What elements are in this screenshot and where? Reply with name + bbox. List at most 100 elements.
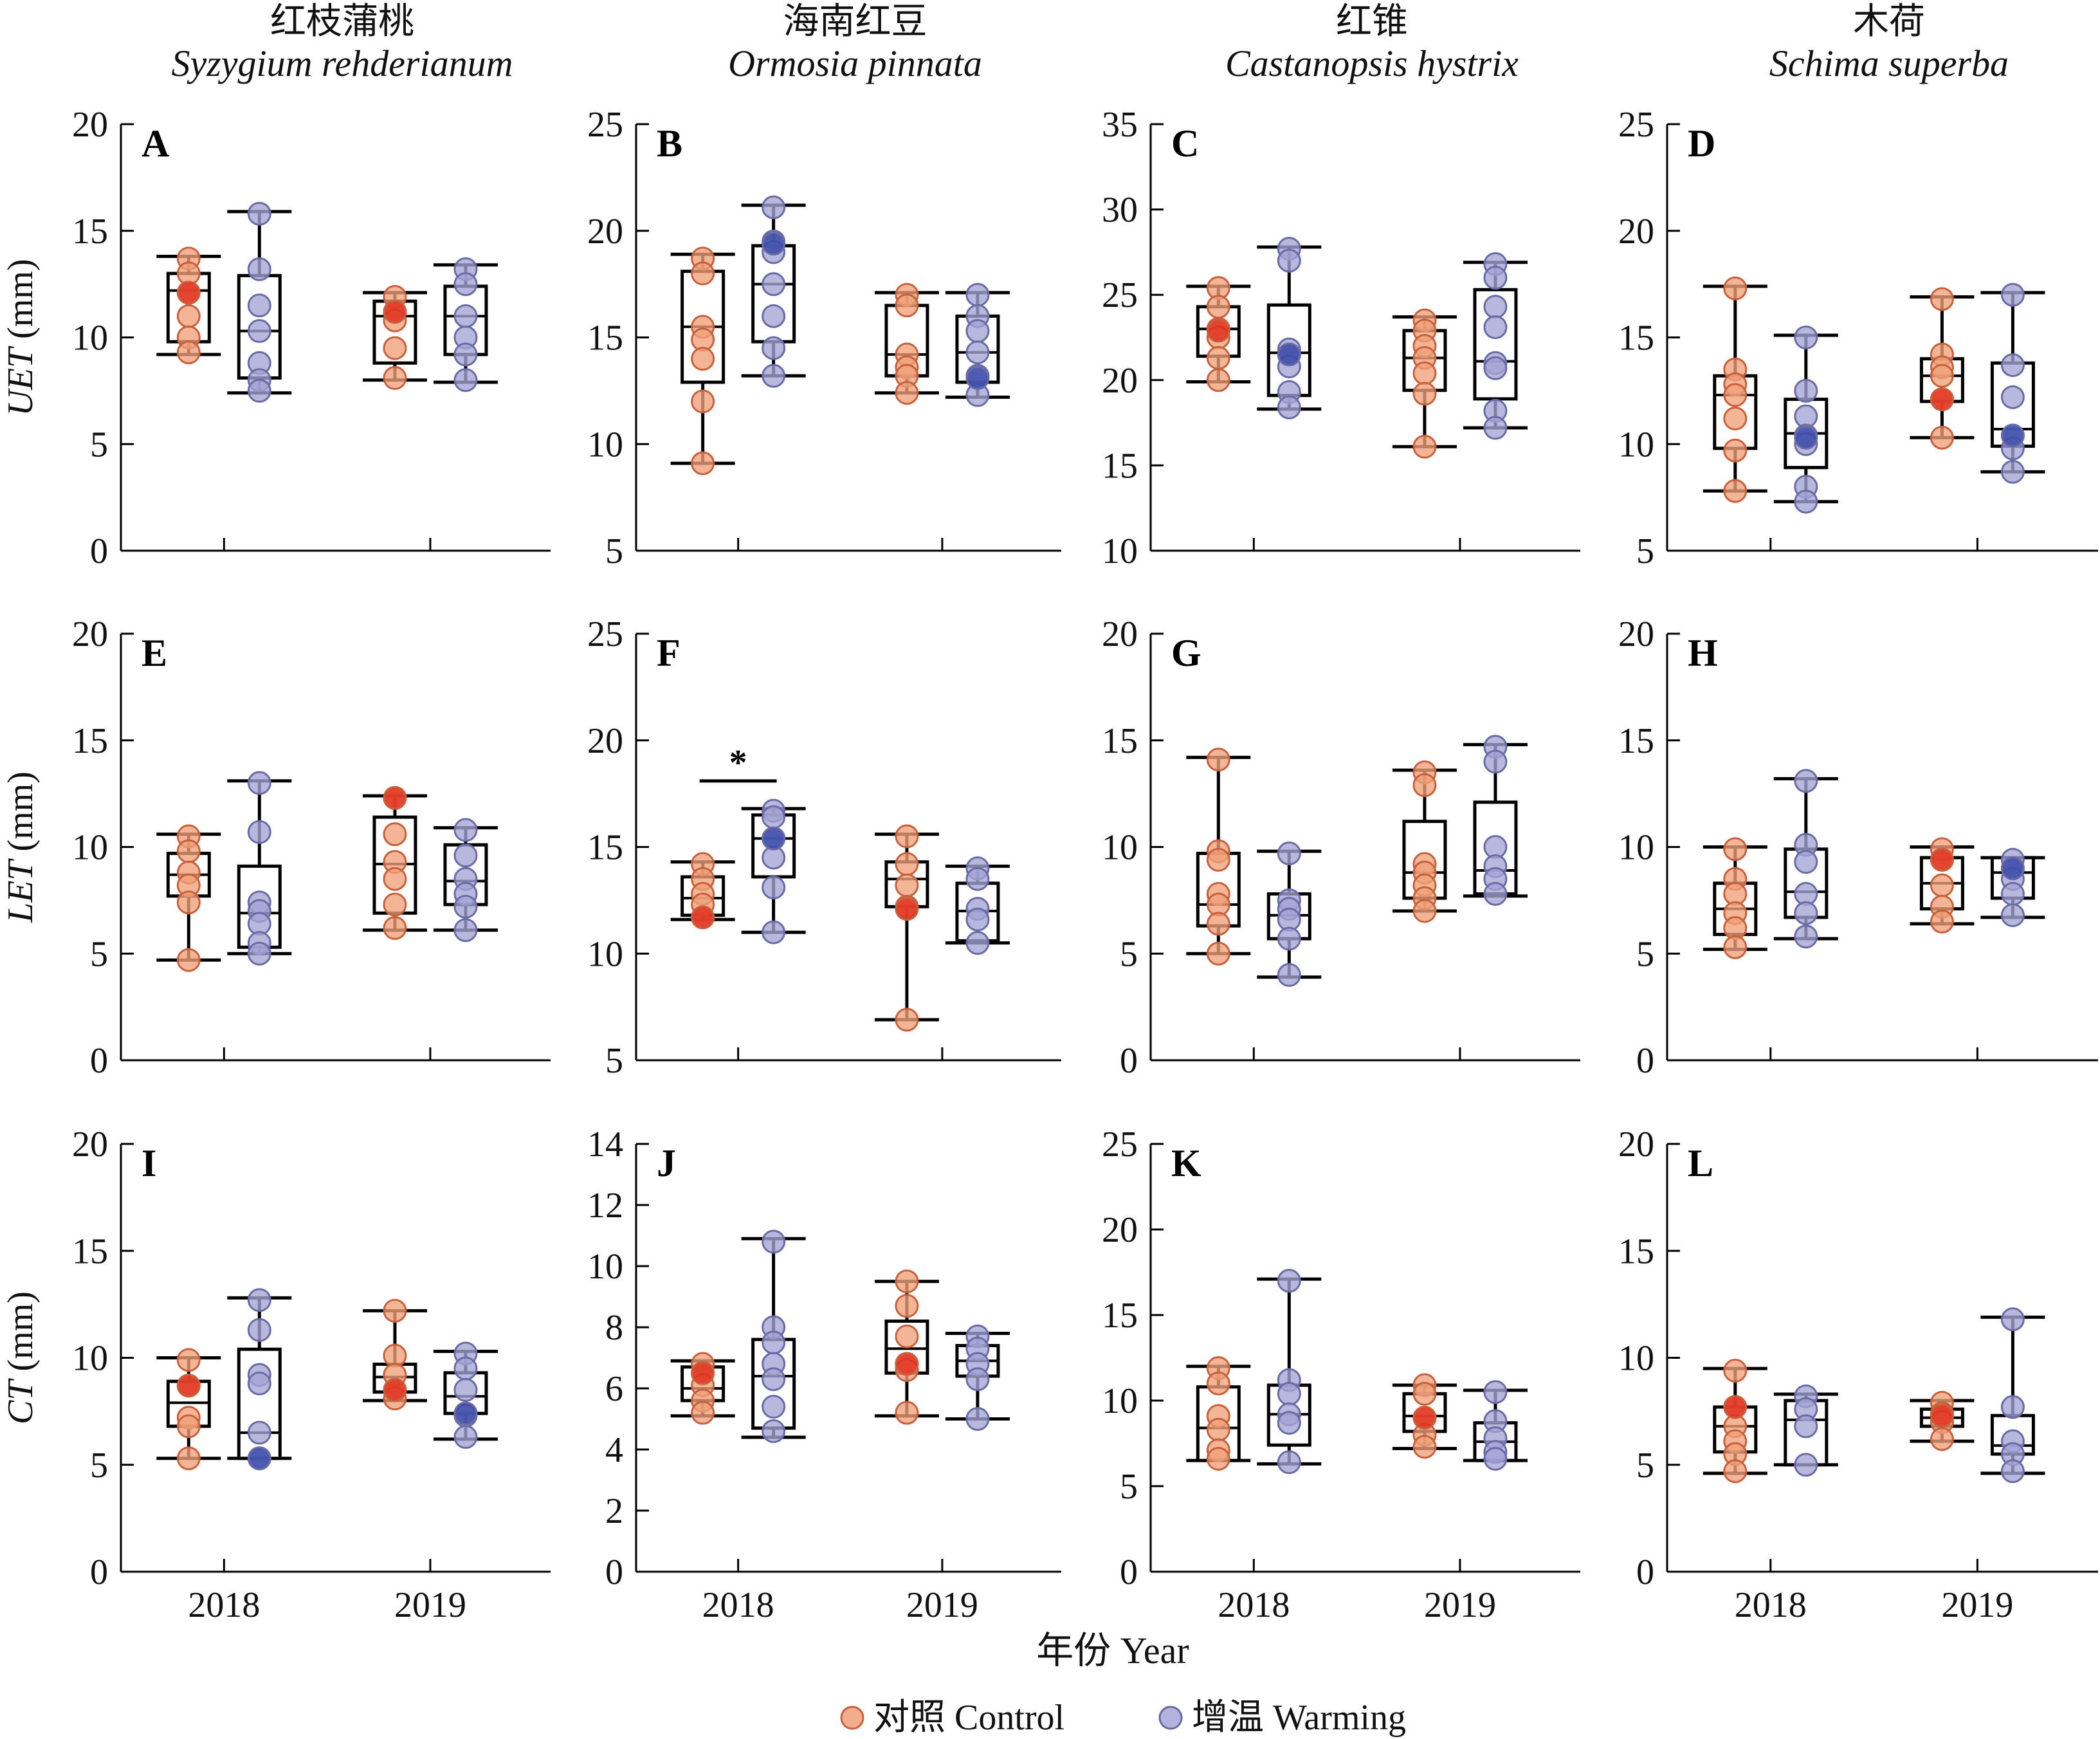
data-point — [1277, 926, 1301, 951]
data-point — [383, 336, 407, 360]
box-2018-control — [1703, 276, 1767, 503]
x-tick-label: 2019 — [394, 1585, 466, 1625]
y-tick-label: 20 — [1102, 614, 1138, 654]
data-point — [247, 771, 271, 795]
y-tick-label: 15 — [1102, 1296, 1138, 1336]
box-2019-warming — [1980, 282, 2045, 484]
box-2018-warming — [227, 201, 292, 403]
y-tick-label: 0 — [1120, 1552, 1138, 1592]
box-2019-control — [1392, 308, 1457, 459]
data-point — [1723, 276, 1748, 300]
box-2018-warming — [227, 1288, 292, 1471]
box-2019-control — [1392, 760, 1457, 923]
y-tick-label: 5 — [1636, 934, 1654, 974]
y-tick-label: 15 — [1618, 1231, 1654, 1271]
box-2018-control — [1703, 1358, 1767, 1484]
data-point — [1930, 363, 1954, 388]
y-tick-label: 25 — [1102, 1125, 1138, 1164]
data-point — [965, 1367, 990, 1392]
data-point — [1723, 1459, 1748, 1484]
mean-marker — [2000, 856, 2025, 881]
box-2018-control — [156, 824, 221, 972]
data-point — [453, 368, 478, 392]
data-point — [1206, 345, 1230, 370]
y-tick-label: 20 — [72, 614, 108, 654]
y-tick-label: 15 — [587, 318, 623, 358]
data-point — [1412, 434, 1437, 459]
y-tick-label: 10 — [587, 1247, 623, 1287]
data-point — [2000, 1395, 2025, 1419]
y-tick-label: 15 — [1618, 721, 1654, 761]
y-tick-label: 10 — [72, 828, 108, 868]
y-tick-label: 20 — [72, 105, 108, 145]
y-tick-label: 20 — [1618, 1125, 1654, 1164]
panel-d: 5 10 15 20 25 D — [1618, 105, 2098, 571]
box-2018-warming — [1257, 237, 1322, 419]
data-point — [1723, 406, 1748, 430]
data-point — [1794, 378, 1818, 403]
data-point — [176, 948, 201, 972]
data-point — [247, 1371, 271, 1395]
data-point — [762, 304, 786, 328]
panel-letter: G — [1171, 632, 1201, 674]
box-2018-control — [670, 852, 735, 930]
data-point — [1794, 1453, 1818, 1477]
data-point — [176, 1348, 201, 1372]
data-point — [762, 1419, 786, 1443]
x-tick-label: 2019 — [906, 1585, 978, 1625]
data-point — [1723, 479, 1748, 503]
data-point — [1483, 295, 1508, 319]
mean-marker — [1277, 342, 1301, 367]
y-tick-label: 20 — [1618, 212, 1654, 252]
data-point — [1412, 1435, 1437, 1459]
y-tick-label: 5 — [605, 531, 623, 571]
data-point — [1277, 1381, 1301, 1406]
data-point — [1206, 1371, 1230, 1395]
box-2018-warming — [741, 798, 806, 944]
mean-marker — [247, 1446, 271, 1471]
legend-label: 对照 Control — [873, 1698, 1064, 1738]
box-2018-warming — [1257, 841, 1322, 987]
data-point — [1930, 425, 1954, 450]
data-point — [965, 931, 990, 955]
panel-f: 5 10 15 20 25 F * — [587, 614, 1061, 1081]
data-point — [691, 389, 715, 414]
box-2019-control — [1910, 837, 1975, 934]
data-point — [895, 852, 919, 876]
data-point — [1723, 837, 1748, 861]
data-point — [762, 1395, 786, 1419]
data-point — [1277, 1269, 1301, 1293]
mean-marker — [176, 1374, 201, 1398]
box-2018-warming — [1257, 1269, 1322, 1475]
data-point — [383, 1298, 407, 1323]
data-point — [453, 1356, 478, 1381]
mean-marker — [691, 905, 715, 930]
y-tick-label: 5 — [90, 425, 108, 465]
mean-marker — [1930, 847, 1954, 872]
data-point — [1206, 1417, 1230, 1442]
data-point — [2000, 1459, 2025, 1484]
y-tick-label: 10 — [72, 1339, 108, 1379]
significance-marker: * — [729, 743, 747, 783]
mean-marker — [383, 1377, 407, 1402]
y-tick-label: 25 — [587, 614, 623, 654]
y-tick-label: 4 — [605, 1430, 623, 1470]
y-tick-label: 15 — [72, 1231, 108, 1271]
data-point — [762, 875, 786, 899]
mean-marker — [453, 1401, 478, 1426]
data-point — [1206, 912, 1230, 936]
y-tick-label: 5 — [1120, 934, 1138, 974]
x-tick-label: 2019 — [1941, 1585, 2013, 1625]
panel-a: 0 5 10 15 20 A — [72, 105, 551, 571]
y-tick-label: 15 — [1102, 721, 1138, 761]
panel-letter: H — [1688, 632, 1718, 674]
y-tick-label: 20 — [72, 1125, 108, 1164]
box-2019-warming — [433, 1341, 498, 1449]
panel-b: 5 10 15 20 25 B — [587, 105, 1061, 571]
data-point — [1483, 266, 1508, 290]
data-point — [247, 201, 271, 226]
box-2018-warming — [227, 771, 292, 966]
panel-letter: J — [657, 1142, 676, 1184]
data-point — [1794, 1414, 1818, 1439]
